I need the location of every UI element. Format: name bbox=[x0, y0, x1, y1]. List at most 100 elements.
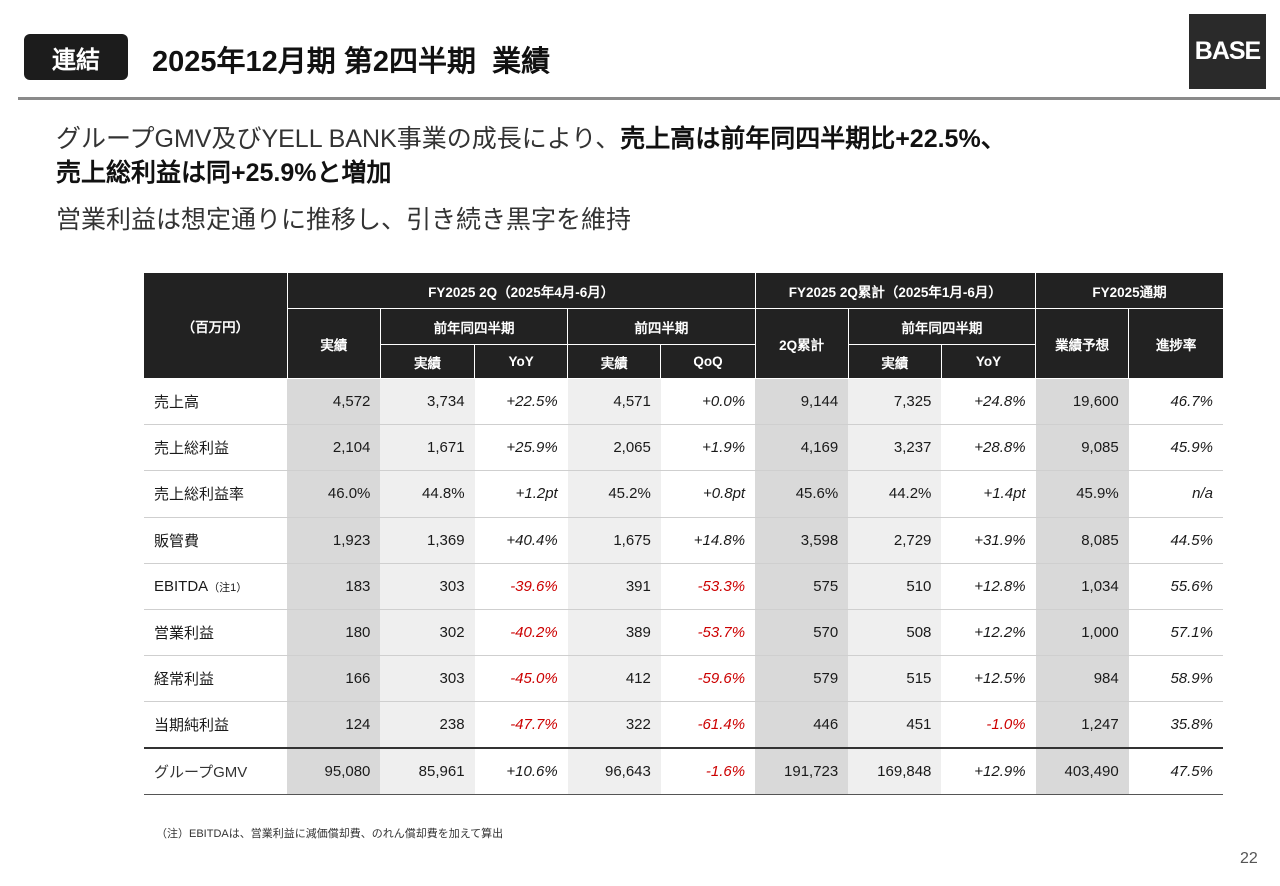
table-row: 営業利益 180 302 -40.2% 389 -53.7% 570 508 +12.2% 1,0… bbox=[144, 609, 1223, 657]
table-cell: 8,085 bbox=[1035, 517, 1129, 564]
table-cell: +24.8% bbox=[941, 378, 1036, 426]
row-label-text: EBITDA bbox=[154, 577, 209, 595]
table-cell: 2,104 bbox=[287, 424, 381, 472]
table-cell: 579 bbox=[755, 655, 849, 703]
lead-text: グループGMV及びYELL BANK事業の成長により、売上高は前年同四半期比+2… bbox=[56, 122, 1206, 190]
table-cell: 44.2% bbox=[848, 470, 942, 518]
table-cell: 984 bbox=[1035, 655, 1129, 703]
table-cell: 95,080 bbox=[287, 746, 381, 795]
table-cell: 46.0% bbox=[287, 470, 381, 518]
table-cell: -61.4% bbox=[660, 701, 756, 749]
col-prev-year-quarter-cum: 前年同四半期 bbox=[847, 308, 1037, 345]
table-cell: 55.6% bbox=[1128, 563, 1223, 610]
row-label: グループGMV bbox=[144, 746, 288, 795]
table-cell: 57.1% bbox=[1128, 609, 1223, 657]
table-cell: +28.8% bbox=[941, 424, 1036, 472]
table-cell: 1,247 bbox=[1035, 701, 1129, 749]
row-label: 売上総利益 bbox=[144, 424, 288, 472]
table-row: 売上高 4,572 3,734 +22.5% 4,571 +0.0% 9,144 7,325 +… bbox=[144, 378, 1223, 426]
table-cell: +1.4pt bbox=[941, 470, 1036, 518]
table-cell: +14.8% bbox=[660, 517, 756, 564]
table-cell: 575 bbox=[755, 563, 849, 610]
table-body: 売上高 4,572 3,734 +22.5% 4,571 +0.0% 9,144 7,325 +… bbox=[144, 378, 1223, 795]
table-cell: 570 bbox=[755, 609, 849, 657]
table-cell: 4,169 bbox=[755, 424, 849, 472]
table-cell: 44.8% bbox=[380, 470, 475, 518]
group-header-cumulative: FY2025 2Q累計（2025年1月-6月） bbox=[754, 272, 1037, 309]
table-row: 売上総利益 2,104 1,671 +25.9% 2,065 +1.9% 4,169 3,23… bbox=[144, 424, 1223, 472]
table-cell: n/a bbox=[1128, 470, 1223, 518]
lead-subtext: 営業利益は想定通りに推移し、引き続き黒字を維持 bbox=[56, 206, 632, 234]
table-row: 当期純利益 124 238 -47.7% 322 -61.4% 446 451 -1.0% 1,2… bbox=[144, 701, 1223, 749]
financial-results-table: （百万円） FY2025 2Q（2025年4月-6月） FY2025 2Q累計（… bbox=[144, 272, 1223, 795]
subcol-yoy-2: YoY bbox=[940, 344, 1037, 379]
table-cell: 391 bbox=[567, 563, 661, 610]
table-cell: 45.6% bbox=[755, 470, 849, 518]
table-cell: 124 bbox=[287, 701, 381, 749]
slide-header: 連結 2025年12月期 第2四半期 業績 BASE bbox=[0, 0, 1280, 100]
table-cell: 46.7% bbox=[1128, 378, 1223, 426]
row-label: EBITDA（注1） bbox=[144, 563, 288, 610]
table-cell: 1,671 bbox=[380, 424, 475, 472]
subcol-actual-1: 実績 bbox=[379, 344, 476, 379]
col-progress: 進捗率 bbox=[1128, 308, 1223, 379]
lead-part2: 売上高は前年同四半期比+22.5%、 bbox=[620, 125, 1006, 153]
table-cell: 3,237 bbox=[848, 424, 942, 472]
row-label-text: 売上高 bbox=[154, 394, 200, 412]
row-label: 当期純利益 bbox=[144, 701, 288, 749]
table-cell: 303 bbox=[380, 563, 475, 610]
table-cell: +0.0% bbox=[660, 378, 756, 426]
table-cell: 85,961 bbox=[380, 746, 475, 795]
table-cell: +12.2% bbox=[941, 609, 1036, 657]
table-cell: 389 bbox=[567, 609, 661, 657]
consolidated-badge: 連結 bbox=[24, 34, 128, 80]
table-cell: -1.0% bbox=[941, 701, 1036, 749]
row-label: 販管費 bbox=[144, 517, 288, 564]
table-cell: -47.7% bbox=[474, 701, 568, 749]
table-cell: 45.9% bbox=[1035, 470, 1129, 518]
table-cell: 58.9% bbox=[1128, 655, 1223, 703]
table-cell: 3,598 bbox=[755, 517, 849, 564]
table-cell: 302 bbox=[380, 609, 475, 657]
subcol-actual-2: 実績 bbox=[567, 344, 662, 379]
row-label: 営業利益 bbox=[144, 609, 288, 657]
table-cell: -1.6% bbox=[660, 746, 756, 795]
row-label: 売上総利益率 bbox=[144, 470, 288, 518]
unit-header: （百万円） bbox=[144, 272, 288, 379]
row-label-text: 売上総利益 bbox=[154, 440, 230, 458]
header-divider bbox=[18, 97, 1280, 100]
group-header-full-year: FY2025通期 bbox=[1035, 272, 1223, 309]
table-cell: 3,734 bbox=[380, 378, 475, 426]
table-cell: 47.5% bbox=[1128, 746, 1223, 795]
row-label: 売上高 bbox=[144, 378, 288, 426]
table-cell: 2,065 bbox=[567, 424, 661, 472]
table-cell: 183 bbox=[287, 563, 381, 610]
table-row: EBITDA（注1） 183 303 -39.6% 391 -53.3% 575 510 +12… bbox=[144, 563, 1223, 610]
table-cell: 515 bbox=[848, 655, 942, 703]
subcol-actual-3: 実績 bbox=[847, 344, 942, 379]
table-cell: +22.5% bbox=[474, 378, 568, 426]
table-cell: 7,325 bbox=[848, 378, 942, 426]
table-cell: 9,144 bbox=[755, 378, 849, 426]
table-cell: 508 bbox=[848, 609, 942, 657]
row-label-text: 販管費 bbox=[154, 532, 200, 550]
table-cell: -53.3% bbox=[660, 563, 756, 610]
base-logo: BASE bbox=[1189, 14, 1266, 89]
table-cell: 510 bbox=[848, 563, 942, 610]
row-label-text: 当期純利益 bbox=[154, 717, 230, 735]
table-cell: 451 bbox=[848, 701, 942, 749]
col-forecast: 業績予想 bbox=[1035, 308, 1130, 379]
lead-part3: 売上総利益は同+25.9%と増加 bbox=[56, 159, 392, 187]
table-cell: 19,600 bbox=[1035, 378, 1129, 426]
table-cell: 4,572 bbox=[287, 378, 381, 426]
row-label-text: 営業利益 bbox=[154, 625, 215, 643]
table-cell: -39.6% bbox=[474, 563, 568, 610]
table-cell: 45.9% bbox=[1128, 424, 1223, 472]
table-cell: 45.2% bbox=[567, 470, 661, 518]
table-cell: 412 bbox=[567, 655, 661, 703]
table-cell: 303 bbox=[380, 655, 475, 703]
table-cell: 1,675 bbox=[567, 517, 661, 564]
table-cell: +12.8% bbox=[941, 563, 1036, 610]
table-cell: -53.7% bbox=[660, 609, 756, 657]
table-cell: 44.5% bbox=[1128, 517, 1223, 564]
